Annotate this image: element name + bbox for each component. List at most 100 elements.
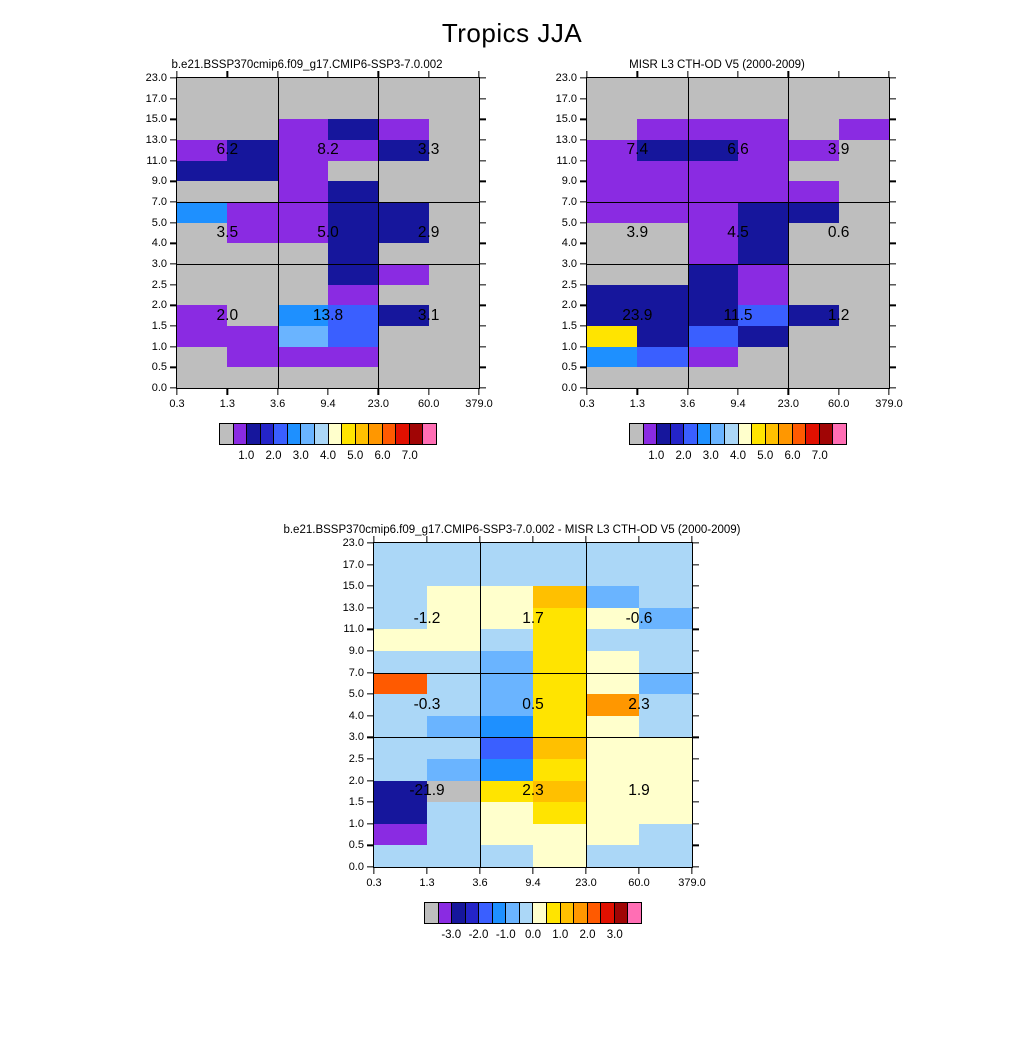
heatmap-cell <box>227 222 279 245</box>
y-tick-label: 7.0 <box>151 196 167 208</box>
heatmap-cell <box>532 845 587 867</box>
x-tick-label: 0.3 <box>579 398 595 410</box>
tick-mark <box>691 563 699 566</box>
top-panel-row: b.e21.BSSP370cmip6.f09_g17.CMIP6-SSP3-7.… <box>0 59 1024 466</box>
heatmap-cell <box>738 78 790 100</box>
heatmap-cell <box>738 346 790 369</box>
colorbar-labels: 1.0 2.0 3.0 4.0 5.0 6.0 7.0 <box>629 450 847 466</box>
cell-value-label: 3.9 <box>626 224 649 241</box>
x-tick-label: 3.6 <box>680 398 696 410</box>
tick-mark <box>170 242 177 244</box>
heatmap-cell <box>532 543 587 566</box>
colorbar-segment <box>656 423 671 445</box>
heatmap-cell <box>587 346 639 369</box>
x-tick-label: 9.4 <box>525 877 541 889</box>
heatmap-cell <box>328 284 380 307</box>
tick-mark <box>889 284 896 286</box>
heatmap-cell <box>177 98 229 121</box>
tick-mark <box>479 180 486 182</box>
x-tick-label: 1.3 <box>629 398 645 410</box>
y-tick-label: 11.0 <box>146 154 167 167</box>
x-tick-label: 3.6 <box>270 398 286 410</box>
y-tick-label: 4.0 <box>151 237 167 250</box>
heatmap-cell <box>638 759 692 782</box>
cells-layer <box>177 78 479 388</box>
tick-mark <box>687 388 689 395</box>
heatmap-cell <box>587 305 639 327</box>
tick-mark <box>889 346 896 348</box>
colorbar-segment <box>532 902 548 924</box>
colorbar-label: 4.0 <box>730 450 746 462</box>
cell-value-label: 13.8 <box>312 306 344 324</box>
tick-mark <box>889 263 896 265</box>
cells-layer <box>373 543 692 867</box>
colorbar-label: 2.0 <box>675 450 692 462</box>
heatmap-cell <box>227 119 279 141</box>
colorbar-segment <box>232 423 248 445</box>
colorbar-label: 3.0 <box>606 929 623 941</box>
colorbar-segment <box>710 423 725 445</box>
heatmap-cell <box>428 140 479 162</box>
heatmap-cell <box>637 202 689 224</box>
x-tick-label: 379.0 <box>875 398 903 410</box>
tick-mark <box>580 242 587 244</box>
tick-mark <box>889 201 896 203</box>
panel-model: b.e21.BSSP370cmip6.f09_g17.CMIP6-SSP3-7.… <box>134 59 493 466</box>
tick-mark <box>479 346 486 348</box>
colorbar-segment <box>300 423 315 445</box>
colorbar-segment <box>559 902 575 924</box>
heatmap-cell <box>328 119 380 141</box>
heatmap-cell <box>788 78 840 100</box>
cell-value-label: 0.6 <box>827 224 850 241</box>
tick-mark <box>479 263 486 265</box>
tick-mark <box>176 71 178 78</box>
heatmap-cell <box>428 202 479 224</box>
heatmap-cell <box>479 564 534 587</box>
heatmap-cell <box>637 140 689 162</box>
cell-value-label: 1.7 <box>522 609 544 627</box>
cell-value-label: 6.6 <box>727 141 749 159</box>
heatmap-cell <box>277 305 329 327</box>
heatmap-cell <box>227 264 279 286</box>
heatmap-cell <box>788 160 840 183</box>
heatmap-cell <box>428 119 479 141</box>
tick-mark <box>479 222 486 224</box>
heatmap-cell <box>587 119 639 141</box>
tick-mark <box>580 346 587 348</box>
heatmap-cell <box>838 202 889 224</box>
tick-mark <box>366 758 374 760</box>
tick-mark <box>691 650 699 652</box>
y-tick-label: 7.0 <box>561 196 577 208</box>
heatmap-cell <box>738 202 790 224</box>
heatmap-cell <box>227 284 279 307</box>
colorbar-label: 5.0 <box>347 450 364 462</box>
tick-mark <box>580 387 587 389</box>
heatmap-cell <box>328 202 380 224</box>
heatmap-cell <box>277 140 329 162</box>
colorbar-segment <box>505 902 520 924</box>
tick-mark <box>638 867 640 874</box>
tick-mark <box>479 284 486 286</box>
tick-mark <box>889 325 896 327</box>
x-tick-label: 23.0 <box>575 877 597 889</box>
tick-mark <box>366 823 374 825</box>
tick-mark <box>888 71 890 78</box>
tick-mark <box>426 536 428 543</box>
tick-mark <box>691 585 699 587</box>
heatmap-cell <box>426 845 481 867</box>
heatmap-cell <box>328 243 380 265</box>
heatmap-cell <box>227 98 279 121</box>
heatmap-cell <box>378 264 430 286</box>
cell-value-label: 7.4 <box>626 141 649 159</box>
colorbar-segment <box>464 902 480 924</box>
tick-mark <box>479 536 481 543</box>
grid-line <box>788 78 790 388</box>
heatmap-cell <box>479 672 534 695</box>
heatmap-cell <box>277 78 329 100</box>
plot-outer: 23.0 17.0 15.0 13.0 11.0 9.0 7.0 5.0 4.0 3.0 2.5 2.… <box>134 71 493 410</box>
heatmap-cell <box>687 346 739 369</box>
tick-mark <box>366 866 374 868</box>
heatmap-cell <box>585 715 640 739</box>
colorbar-label: 7.0 <box>811 450 828 462</box>
tick-mark <box>170 180 177 182</box>
